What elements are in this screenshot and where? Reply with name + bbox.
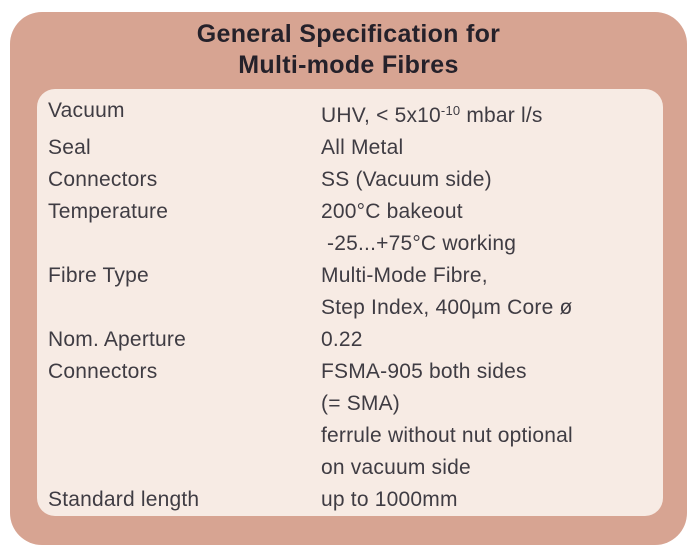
spec-value-line: up to 1000mm <box>321 488 458 511</box>
spec-row-nom-aperture: Nom. Aperture 0.22 <box>48 324 657 356</box>
spec-value-line: FSMA-905 both sides <box>321 360 527 383</box>
spec-label: Seal <box>48 136 91 159</box>
spec-value-line: UHV, < 5x10-10 mbar l/s <box>321 95 657 132</box>
spec-value: UHV, < 5x10-10 mbar l/s <box>321 95 657 132</box>
spec-value: 200°C bakeout -25...+75°C working <box>321 196 657 260</box>
spec-label: Fibre Type <box>48 264 149 287</box>
spec-value-line: All Metal <box>321 136 404 159</box>
spec-label: Standard length <box>48 488 200 511</box>
spec-value-line: SS (Vacuum side) <box>321 168 492 191</box>
spec-label: Vacuum <box>48 99 125 122</box>
superscript-exponent: -10 <box>440 103 461 118</box>
value-text: UHV, < 5x10 <box>321 104 441 127</box>
card-title: General Specification for Multi-mode Fib… <box>10 19 687 81</box>
spec-value-line: 200°C bakeout <box>321 200 463 223</box>
spec-row-connectors-vacuum-side: Connectors SS (Vacuum side) <box>48 164 657 196</box>
spec-value-line: 0.22 <box>321 328 363 351</box>
spec-value: 0.22 <box>321 324 657 356</box>
spec-row-vacuum: Vacuum UHV, < 5x10-10 mbar l/s <box>48 95 657 132</box>
card-title-line2: Multi-mode Fibres <box>238 51 459 79</box>
spec-row-temperature: Temperature 200°C bakeout -25...+75°C wo… <box>48 196 657 260</box>
spec-value: Multi-Mode Fibre, Step Index, 400µm Core… <box>321 260 657 324</box>
spec-row-standard-length: Standard length up to 1000mm <box>48 484 657 516</box>
spec-value-line: -25...+75°C working <box>321 232 517 255</box>
spec-card: General Specification for Multi-mode Fib… <box>10 12 687 545</box>
spec-label: Temperature <box>48 200 169 223</box>
spec-value-line: ferrule without nut optional <box>321 424 573 447</box>
spec-value: SS (Vacuum side) <box>321 164 657 196</box>
spec-value-line: on vacuum side <box>321 456 471 479</box>
spec-label: Connectors <box>48 360 158 383</box>
spec-value: FSMA-905 both sides (= SMA) ferrule with… <box>321 356 657 484</box>
spec-label: Nom. Aperture <box>48 328 186 351</box>
spec-label: Connectors <box>48 168 158 191</box>
spec-value-line: Step Index, 400µm Core ø <box>321 296 573 319</box>
spec-row-connectors-fsma: Connectors FSMA-905 both sides (= SMA) f… <box>48 356 657 484</box>
spec-row-seal: Seal All Metal <box>48 132 657 164</box>
spec-value-line: Multi-Mode Fibre, <box>321 264 488 287</box>
value-text: mbar l/s <box>460 104 543 127</box>
spec-row-fibre-type: Fibre Type Multi-Mode Fibre, Step Index,… <box>48 260 657 324</box>
card-title-line1: General Specification for <box>196 20 501 48</box>
spec-value: up to 1000mm <box>321 484 657 516</box>
spec-table: Vacuum UHV, < 5x10-10 mbar l/s Seal All … <box>37 89 663 516</box>
spec-value: All Metal <box>321 132 657 164</box>
spec-value-line: (= SMA) <box>321 392 400 415</box>
